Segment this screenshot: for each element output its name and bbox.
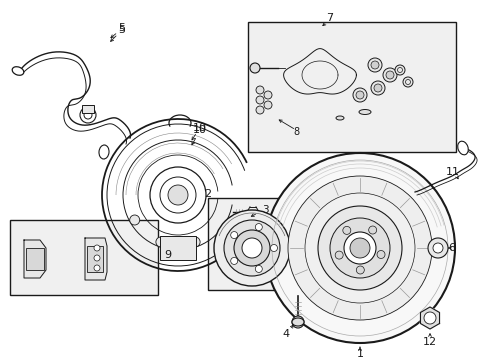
- Ellipse shape: [291, 318, 304, 326]
- Circle shape: [367, 58, 381, 72]
- Text: 11: 11: [445, 167, 459, 177]
- Circle shape: [343, 232, 375, 264]
- Circle shape: [427, 238, 447, 258]
- Circle shape: [264, 153, 454, 343]
- Ellipse shape: [12, 67, 24, 75]
- Circle shape: [305, 193, 414, 303]
- Circle shape: [94, 265, 100, 271]
- Circle shape: [94, 245, 100, 251]
- Circle shape: [385, 71, 393, 79]
- Text: 4: 4: [282, 329, 289, 339]
- Circle shape: [317, 206, 401, 290]
- Circle shape: [368, 226, 376, 234]
- Text: 5: 5: [118, 25, 125, 35]
- Circle shape: [156, 237, 165, 247]
- Circle shape: [423, 312, 435, 324]
- Polygon shape: [420, 307, 439, 329]
- Text: 10: 10: [193, 125, 206, 135]
- Circle shape: [264, 101, 271, 109]
- Text: 12: 12: [422, 337, 436, 347]
- Text: 7: 7: [326, 13, 333, 23]
- Circle shape: [129, 215, 140, 225]
- Circle shape: [287, 176, 431, 320]
- Circle shape: [256, 106, 264, 114]
- Circle shape: [224, 220, 280, 276]
- Circle shape: [242, 238, 262, 258]
- Circle shape: [270, 244, 277, 252]
- Circle shape: [373, 84, 381, 92]
- Circle shape: [264, 91, 271, 99]
- Polygon shape: [24, 240, 46, 278]
- Circle shape: [291, 316, 304, 328]
- Text: 5: 5: [118, 23, 125, 33]
- Text: 8: 8: [292, 127, 299, 137]
- Ellipse shape: [335, 116, 343, 120]
- Circle shape: [329, 218, 389, 278]
- Circle shape: [256, 86, 264, 94]
- Text: 6: 6: [447, 243, 454, 253]
- Circle shape: [214, 210, 289, 286]
- Circle shape: [370, 81, 384, 95]
- Circle shape: [230, 231, 237, 239]
- Circle shape: [382, 68, 396, 82]
- Circle shape: [94, 255, 100, 261]
- Circle shape: [249, 63, 260, 73]
- Polygon shape: [85, 238, 107, 280]
- Circle shape: [255, 265, 262, 273]
- Circle shape: [80, 107, 96, 123]
- Circle shape: [355, 91, 363, 99]
- Circle shape: [168, 185, 187, 205]
- Text: 3: 3: [261, 205, 268, 215]
- Circle shape: [256, 96, 264, 104]
- Circle shape: [356, 266, 364, 274]
- Text: 1: 1: [356, 349, 363, 359]
- Bar: [26, 248, 44, 270]
- Circle shape: [349, 238, 369, 258]
- Circle shape: [432, 243, 442, 253]
- Circle shape: [376, 251, 384, 258]
- Bar: [160, 236, 196, 260]
- Circle shape: [255, 224, 262, 230]
- Circle shape: [190, 237, 200, 247]
- Text: 2: 2: [204, 189, 211, 199]
- Circle shape: [352, 88, 366, 102]
- Circle shape: [230, 257, 237, 265]
- Ellipse shape: [358, 109, 370, 114]
- Bar: [87, 246, 103, 272]
- Circle shape: [234, 230, 269, 266]
- Circle shape: [394, 65, 404, 75]
- Circle shape: [370, 61, 378, 69]
- Ellipse shape: [457, 141, 468, 155]
- Ellipse shape: [99, 145, 109, 159]
- Bar: [207, 198, 295, 290]
- Circle shape: [334, 251, 343, 259]
- Bar: [247, 22, 455, 152]
- Bar: [82, 105, 94, 113]
- Circle shape: [402, 77, 412, 87]
- Text: 10: 10: [193, 123, 206, 133]
- Circle shape: [342, 226, 350, 234]
- Text: 9: 9: [164, 250, 171, 260]
- Bar: [10, 220, 158, 295]
- Circle shape: [150, 167, 205, 223]
